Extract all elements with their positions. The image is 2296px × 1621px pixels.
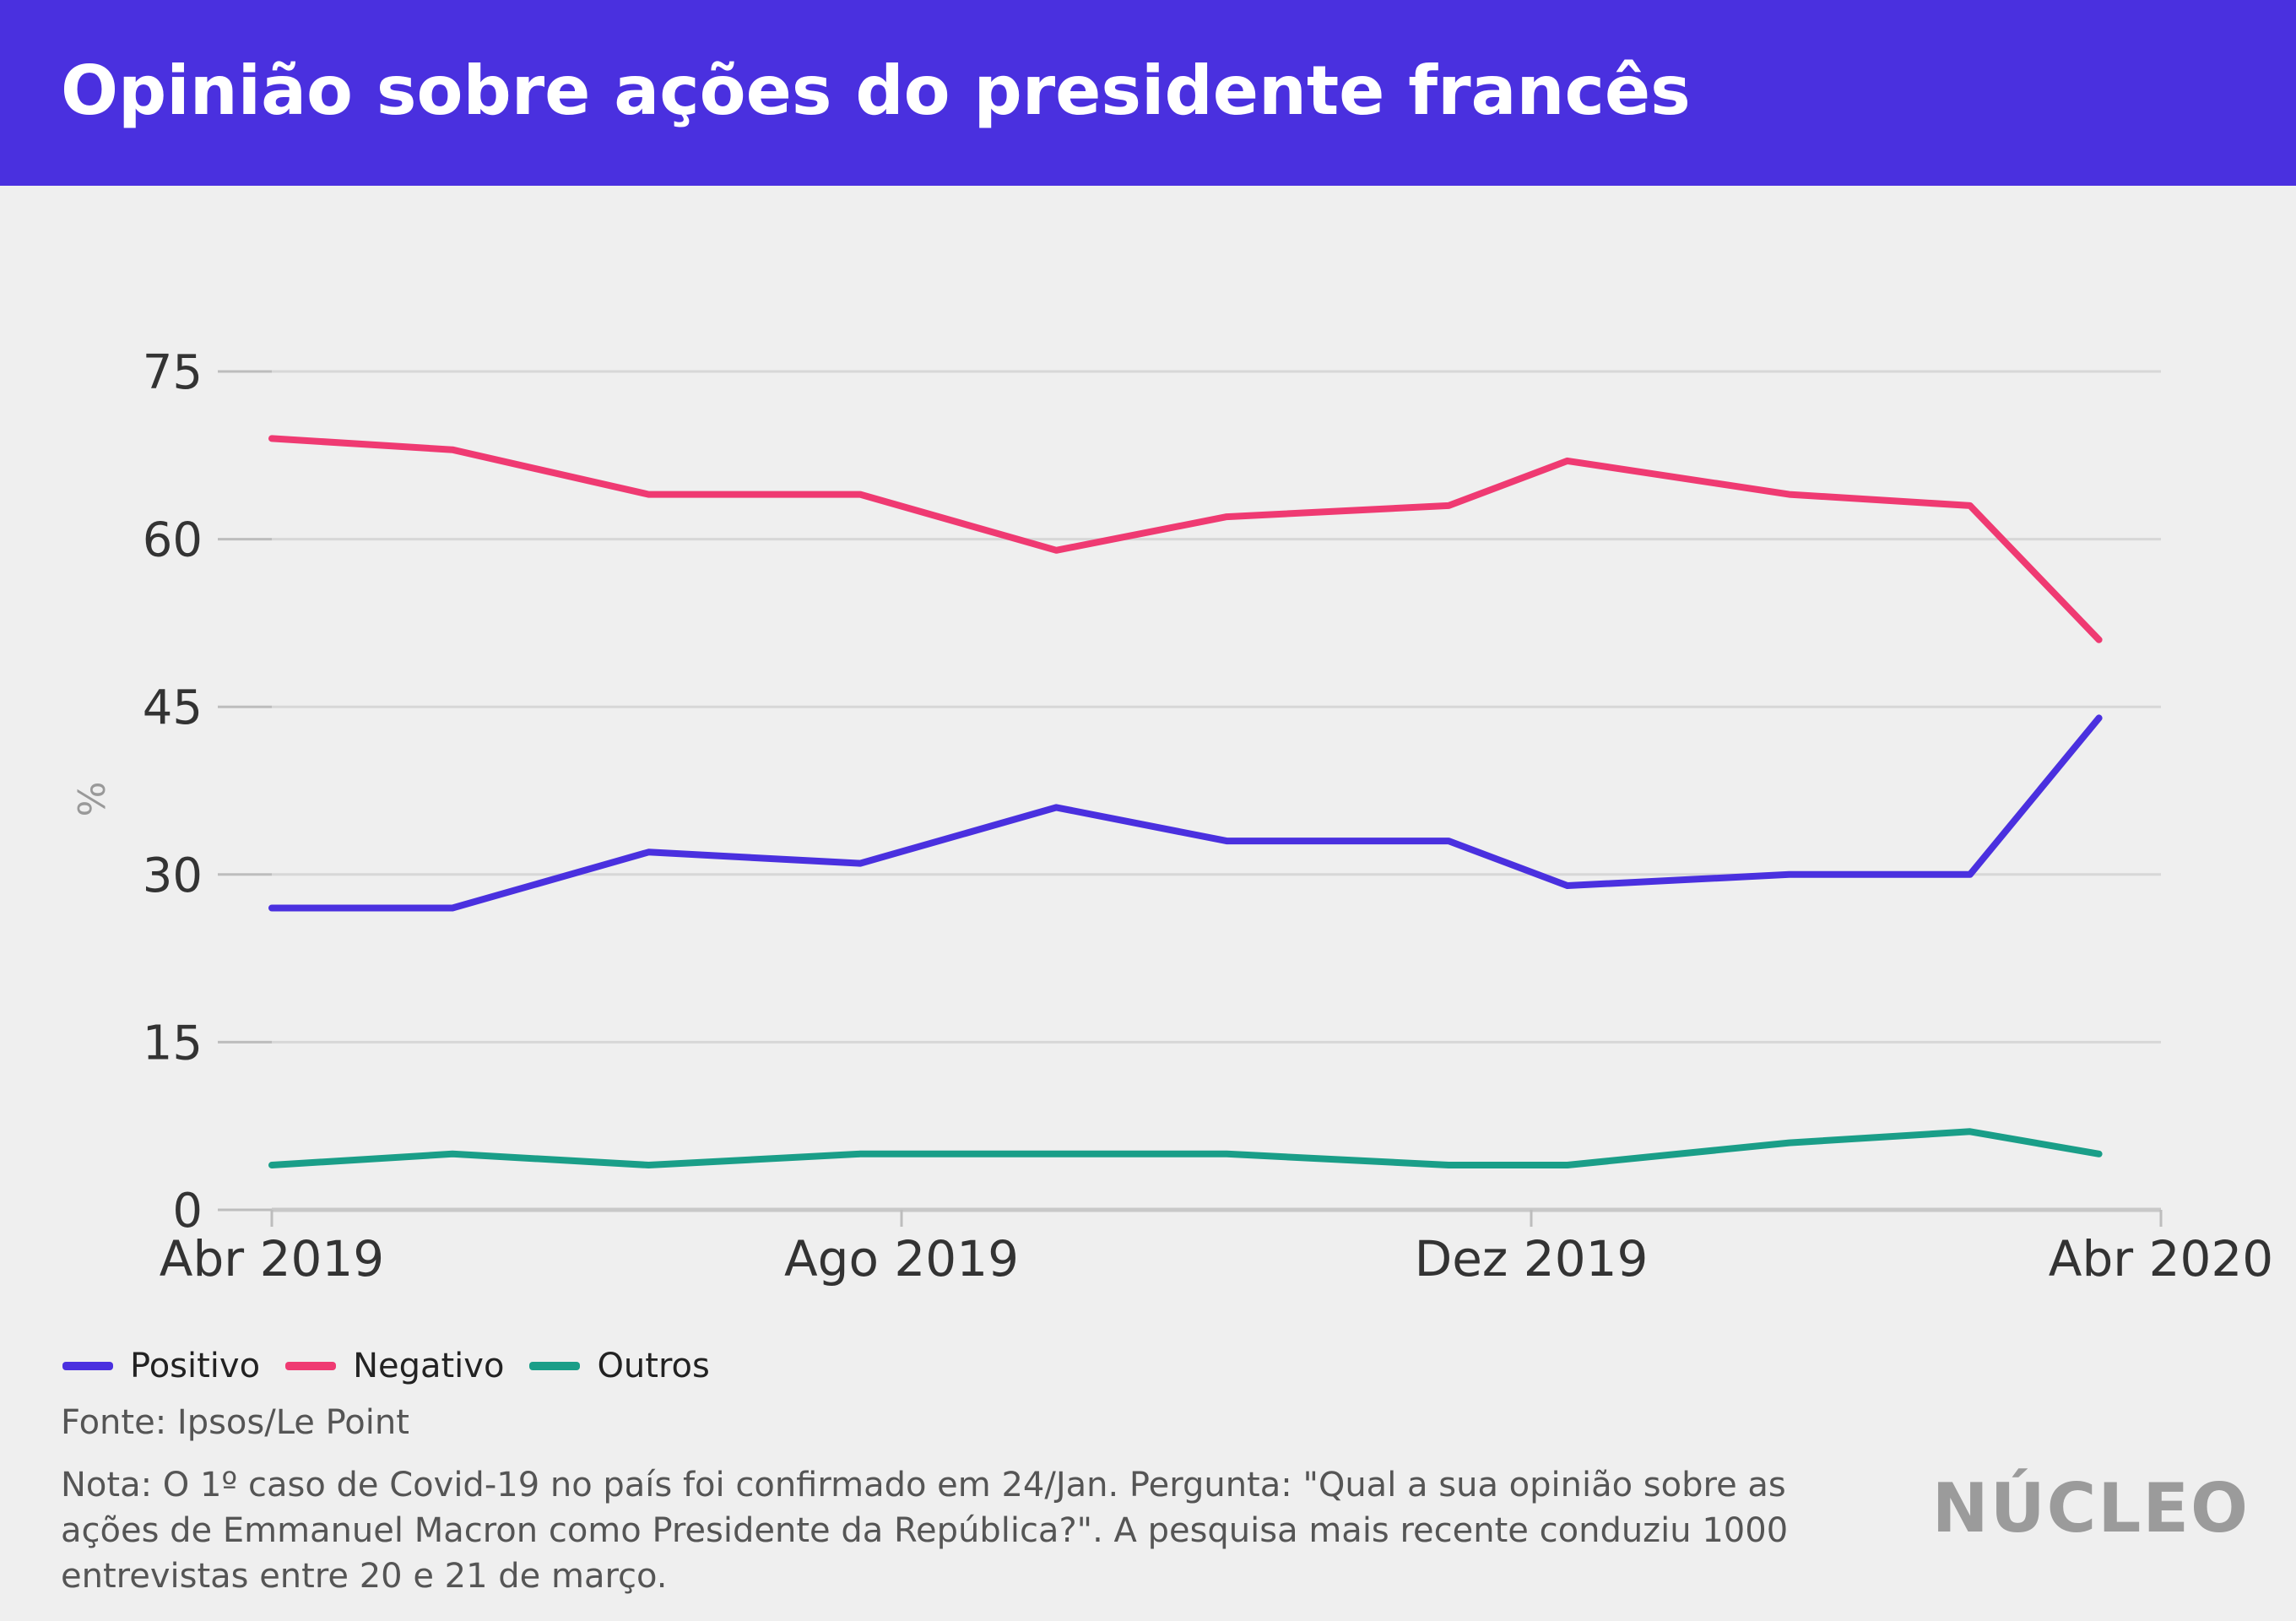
y-tick-label: 60: [143, 513, 203, 568]
series-line-outros: [268, 1128, 2103, 1168]
legend-item-positivo: Positivo: [62, 1347, 260, 1385]
legend-item-outros: Outros: [529, 1347, 710, 1385]
legend: Positivo Negativo Outros: [62, 1341, 735, 1391]
series-line-positivo: [268, 714, 2103, 912]
nucleo-logo: NÚCLEO: [1931, 1469, 2250, 1548]
x-tick-label: Abr 2019: [160, 1230, 384, 1288]
x-tick-label: Ago 2019: [784, 1230, 1019, 1288]
source-text: Fonte: Ipsos/Le Point: [61, 1403, 409, 1442]
x-tick-label: Abr 2020: [2049, 1230, 2273, 1288]
legend-swatch-negativo: [285, 1362, 337, 1370]
y-tick-label: 15: [143, 1016, 203, 1071]
legend-label-positivo: Positivo: [130, 1347, 261, 1385]
legend-label-outros: Outros: [597, 1347, 710, 1385]
header-bar: Opinião sobre ações do presidente francê…: [0, 0, 2296, 186]
y-tick-label: 45: [143, 680, 203, 735]
legend-swatch-positivo: [62, 1362, 113, 1370]
line-chart: 0 15 30 45 60 75 Abr 2019 Ago 2019 Dez 2019 Abr 2…: [71, 345, 2273, 1288]
x-tick-label: Dez 2019: [1415, 1230, 1649, 1288]
legend-label-negativo: Negativo: [353, 1347, 505, 1385]
note-text: Nota: O 1º caso de Covid-19 no país foi …: [61, 1466, 1789, 1596]
legend-item-negativo: Negativo: [285, 1347, 504, 1385]
y-tick-label: 30: [143, 848, 203, 903]
chart-title: Opinião sobre ações do presidente francê…: [61, 52, 1691, 130]
y-tick-label: 0: [172, 1184, 203, 1239]
series-line-negativo: [268, 435, 2103, 643]
legend-swatch-outros: [529, 1362, 581, 1370]
y-tick-label: 75: [143, 345, 203, 400]
y-axis-label: %: [71, 782, 114, 817]
